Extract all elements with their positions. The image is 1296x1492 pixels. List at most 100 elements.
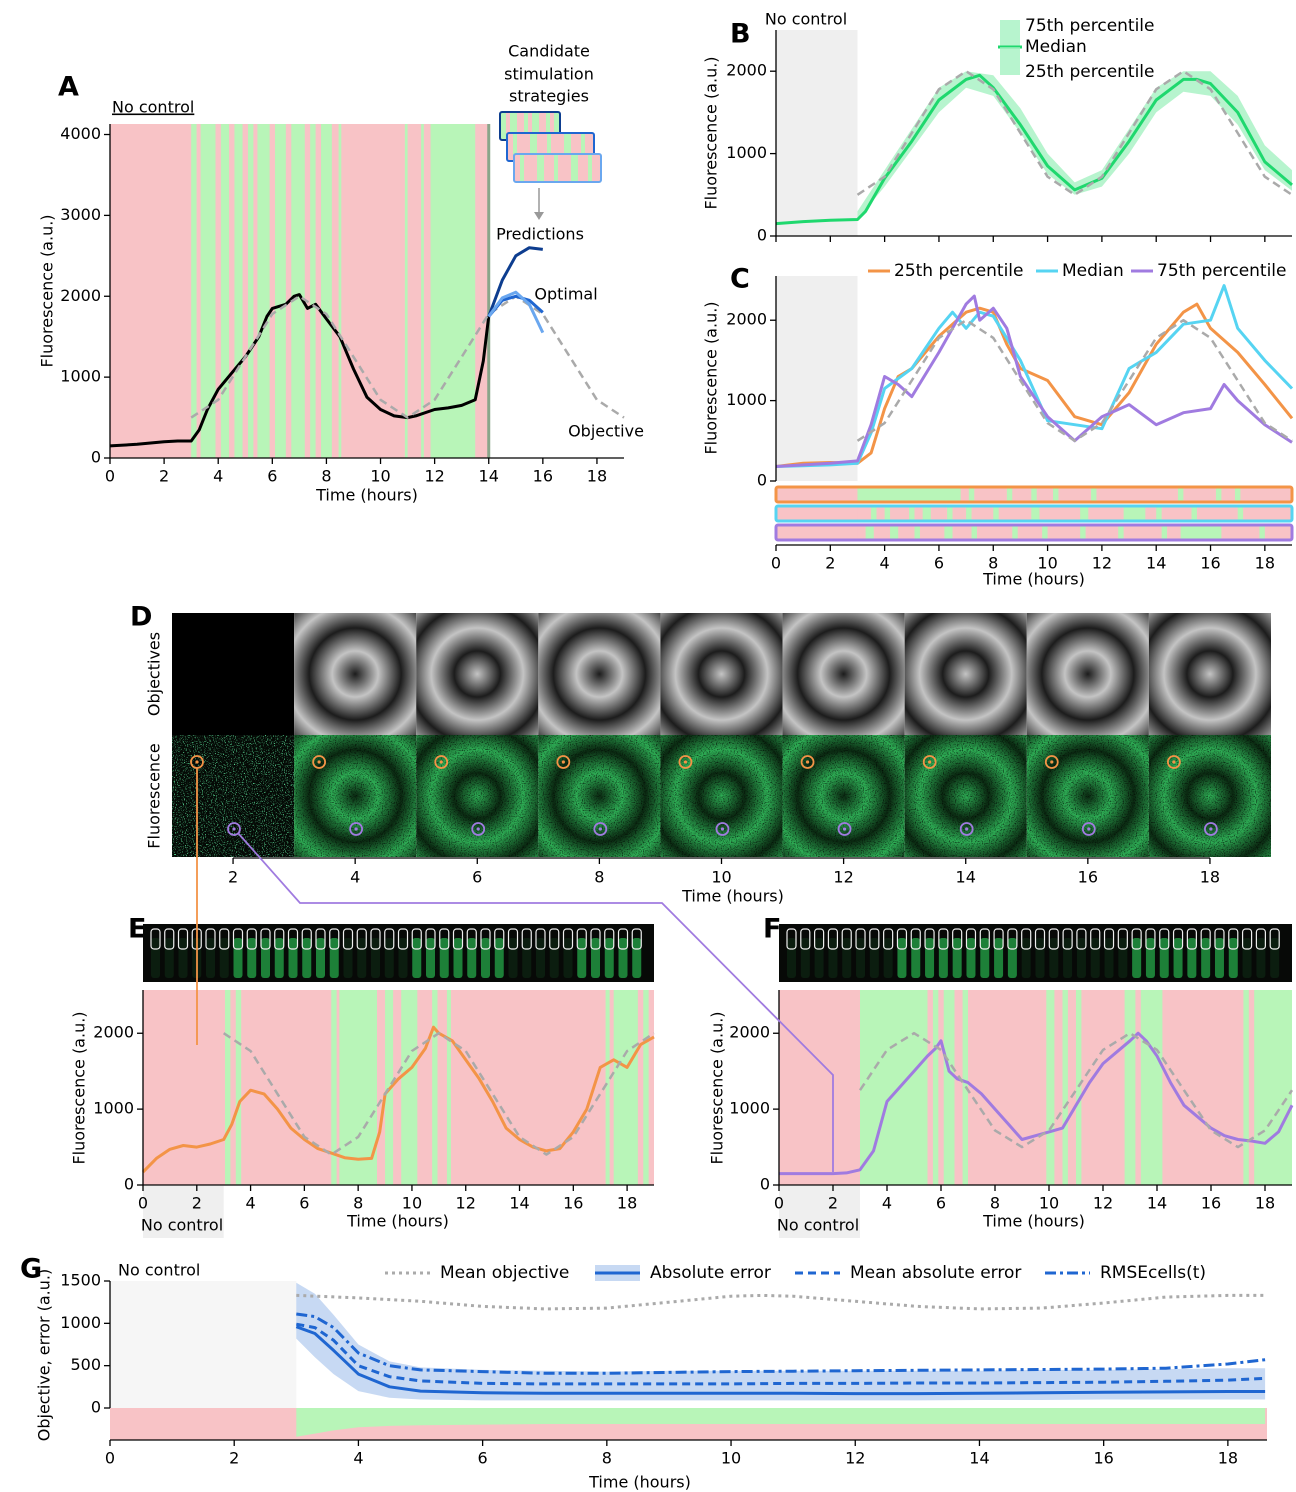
cell-glow — [522, 938, 532, 978]
y-tick-label: 0 — [757, 226, 767, 245]
cell-glow — [800, 938, 810, 978]
cell-outline — [260, 928, 271, 950]
cell-marker-dot — [805, 760, 810, 764]
cell-outline — [1255, 928, 1266, 950]
stimulation-on — [613, 990, 638, 1185]
cell-outline — [150, 928, 161, 950]
no-control-region — [779, 1186, 860, 1238]
y-tick-label: 2000 — [729, 1023, 770, 1042]
stimulation-on — [310, 124, 316, 458]
cell-outline — [576, 928, 587, 950]
y-tick-label: 0 — [760, 1175, 770, 1194]
candidate-stripe — [517, 113, 524, 139]
y-axis-label: Fluorescence (a.u.) — [70, 1011, 89, 1164]
stimulation-on — [339, 990, 377, 1185]
cell-outline — [425, 928, 436, 950]
cell-glow — [1104, 938, 1114, 978]
panel-letter: B — [730, 19, 751, 50]
cell-marker-dot — [598, 827, 602, 831]
stimulation-off — [779, 990, 1292, 1185]
cell-marker — [1081, 822, 1096, 836]
cell-glow — [1007, 938, 1017, 978]
x-tick-label: 12 — [424, 467, 444, 486]
cell-outline — [1103, 928, 1115, 950]
cell-outline — [466, 928, 477, 950]
legend-label: Absolute error — [650, 1263, 771, 1283]
annotation: Candidate — [508, 42, 590, 61]
cell-glow — [151, 938, 160, 978]
cell-outline — [521, 928, 532, 950]
cell-outline — [535, 928, 546, 950]
candidate-stripe — [528, 113, 532, 139]
x-tick-label: 2 — [228, 868, 238, 887]
strip-on — [1006, 487, 1013, 502]
y-tick-label: 1000 — [729, 1099, 770, 1118]
cell-glow — [261, 938, 270, 978]
cell-outline — [1145, 928, 1156, 950]
cell-marker — [678, 755, 693, 769]
y-tick-label: 0 — [91, 448, 101, 467]
x-axis-label: Time (hours) — [681, 887, 784, 906]
strip-on — [1012, 525, 1018, 540]
stimulation-on — [1076, 990, 1082, 1185]
legend-label: 75th percentile — [1157, 261, 1287, 281]
cell-marker-dot — [1209, 827, 1213, 831]
y-tick-label: 0 — [757, 471, 767, 490]
stimulation-on — [200, 124, 216, 458]
cell-glow — [952, 938, 962, 978]
objective-image — [1026, 613, 1149, 735]
cell-glow — [247, 938, 257, 978]
x-tick-label: 8 — [353, 1194, 363, 1213]
annotation: No control — [118, 1261, 200, 1280]
series-line — [775, 284, 1294, 468]
cell-outline — [910, 928, 921, 950]
cell-outline — [356, 928, 367, 950]
candidate-stripe — [581, 134, 585, 160]
cell-glow — [467, 938, 477, 978]
panel-letter: A — [58, 72, 79, 103]
strip-on — [968, 487, 975, 502]
stimulation-on — [1243, 990, 1249, 1185]
x-tick-label: 0 — [105, 467, 115, 486]
cell-outline — [329, 928, 340, 950]
x-tick-label: 10 — [1037, 554, 1057, 573]
x-tick-label: 10 — [402, 1194, 422, 1213]
legend-label: Mean objective — [440, 1263, 569, 1283]
x-tick-label: 16 — [1201, 1194, 1221, 1213]
cell-glow — [1076, 938, 1086, 978]
x-axis-label: Time (hours) — [588, 1473, 691, 1492]
legend-label: 75th percentile — [1025, 16, 1155, 36]
panel-letter: G — [20, 1254, 42, 1285]
cell-outline — [979, 928, 990, 950]
x-tick-label: 10 — [711, 868, 731, 887]
cell-marker-dot — [1050, 760, 1054, 764]
legend-swatch — [1000, 20, 1020, 47]
cell-glow — [453, 938, 463, 978]
x-tick-label: 4 — [245, 1194, 255, 1213]
annotation: Optimal — [534, 285, 597, 304]
y-axis-label: Fluorescence (a.u.) — [38, 214, 57, 367]
cell-outline — [1021, 928, 1032, 950]
stimulation-on — [404, 124, 408, 458]
cell-glow — [563, 938, 573, 978]
cell-outline — [604, 928, 615, 950]
legend-swatch — [1000, 47, 1020, 75]
cell-glow — [549, 938, 559, 978]
x-tick-label: 4 — [350, 868, 360, 887]
candidate-stripe — [550, 113, 554, 139]
cell-marker — [434, 755, 449, 769]
cell-outline — [1214, 928, 1225, 950]
strip-on — [1161, 525, 1168, 540]
cell-outline — [786, 928, 797, 950]
panel-letter: D — [130, 602, 152, 633]
x-tick-label: 16 — [533, 467, 553, 486]
stimulation-on — [1124, 990, 1136, 1185]
cell-glow — [856, 938, 866, 978]
cell-outline — [342, 928, 354, 950]
x-tick-label: 16 — [1200, 554, 1220, 573]
y-tick-label: 0 — [124, 1175, 134, 1194]
x-tick-label: 14 — [1147, 1194, 1167, 1213]
stimulation-on — [225, 990, 231, 1185]
candidate-stripe — [530, 134, 537, 160]
cell-outline — [232, 928, 244, 950]
